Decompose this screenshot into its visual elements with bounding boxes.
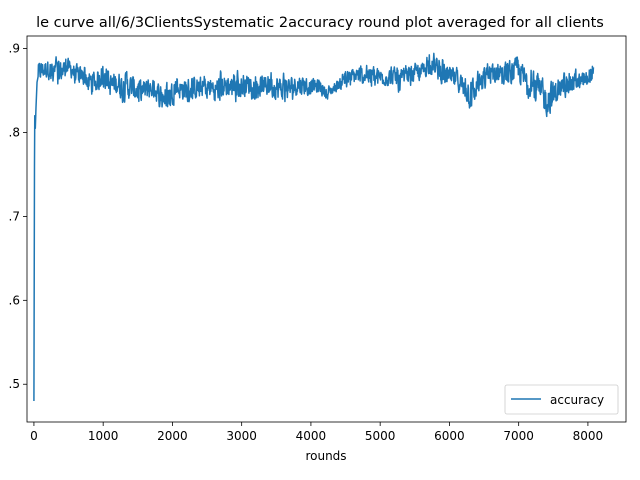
- x-axis-label: rounds: [305, 449, 346, 463]
- legend-label-accuracy: accuracy: [550, 393, 604, 407]
- x-tick-label: 7000: [503, 429, 534, 443]
- x-tick-label: 4000: [296, 429, 327, 443]
- series-line-accuracy: [33, 52, 595, 402]
- y-tick-label: .7: [9, 209, 20, 223]
- y-tick-label: .5: [9, 377, 20, 391]
- x-tick-label: 8000: [573, 429, 604, 443]
- plot-frame: [26, 35, 627, 423]
- series-layer: [33, 52, 595, 402]
- x-tick-label: 5000: [365, 429, 396, 443]
- y-axis-ticks: .5 .6 .7 .8 .9: [9, 42, 27, 391]
- x-tick-label: 1000: [88, 429, 119, 443]
- legend: accuracy: [504, 384, 619, 415]
- y-tick-label: .9: [9, 42, 20, 56]
- chart-title: le curve all/6/3ClientsSystematic 2accur…: [36, 15, 604, 31]
- legend-box: [504, 384, 619, 415]
- x-tick-label: 0: [30, 429, 38, 443]
- x-tick-label: 3000: [226, 429, 257, 443]
- x-axis-ticks: 0 1000 2000 3000 4000 5000 6000 7000 8000: [30, 422, 603, 443]
- y-tick-label: .8: [9, 126, 20, 140]
- y-tick-label: .6: [9, 293, 20, 307]
- x-tick-label: 6000: [434, 429, 465, 443]
- x-tick-label: 2000: [157, 429, 188, 443]
